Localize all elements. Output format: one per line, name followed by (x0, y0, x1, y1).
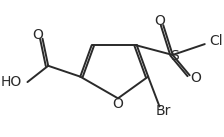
Text: O: O (190, 71, 201, 85)
Text: Cl: Cl (209, 34, 223, 48)
Text: Br: Br (155, 104, 171, 118)
Text: O: O (112, 97, 123, 111)
Text: HO: HO (0, 75, 22, 89)
Text: S: S (170, 49, 179, 63)
Text: O: O (154, 14, 165, 28)
Text: O: O (32, 28, 43, 42)
